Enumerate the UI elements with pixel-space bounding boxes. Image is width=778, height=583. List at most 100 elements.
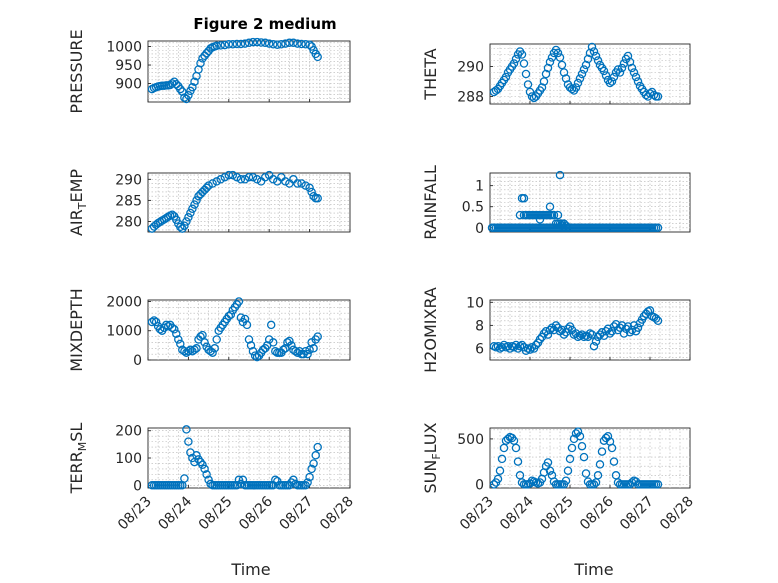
data-point xyxy=(309,459,318,468)
data-point xyxy=(303,349,312,359)
data-point xyxy=(591,51,601,61)
data-point xyxy=(557,60,567,70)
data-point xyxy=(252,175,262,184)
x-axis-label-right: Time xyxy=(573,560,613,579)
data-point xyxy=(216,41,225,50)
subplot-terr-msl: 0 100 200 08/23 08/24 08/25 08/26 08/27 08/28 TER… xyxy=(67,423,357,534)
y-tick-label: 1000 xyxy=(106,324,142,340)
data-point xyxy=(559,219,569,228)
data-point xyxy=(313,442,322,452)
data-point xyxy=(501,72,511,82)
x-tick-label: 08/28 xyxy=(657,494,697,534)
data-point xyxy=(309,344,318,353)
data-point xyxy=(281,177,290,186)
data-point xyxy=(234,475,244,485)
data-point xyxy=(268,175,278,184)
data-point xyxy=(190,77,199,86)
data-point xyxy=(182,217,191,226)
data-point xyxy=(615,68,625,77)
data-point xyxy=(224,311,234,321)
data-point xyxy=(565,454,575,464)
data-point xyxy=(577,69,587,79)
data-point xyxy=(151,317,161,327)
data-point xyxy=(555,53,565,62)
data-point xyxy=(180,474,189,483)
data-point xyxy=(561,221,571,230)
data-point xyxy=(509,343,519,352)
data-point xyxy=(503,341,513,351)
data-point xyxy=(167,210,177,219)
data-point xyxy=(228,40,238,49)
data-point xyxy=(613,478,623,487)
data-point xyxy=(268,338,278,347)
data-point xyxy=(603,431,613,441)
data-point xyxy=(293,39,302,48)
data-point xyxy=(531,340,541,350)
data-point xyxy=(545,57,555,67)
y-tick-label: 6 xyxy=(475,341,484,357)
data-point xyxy=(555,170,565,180)
data-point xyxy=(196,332,205,341)
data-point xyxy=(575,431,585,441)
subplot-sun-flux: 0 500 08/23 08/24 08/25 08/26 08/27 08/28 SUNFLU… xyxy=(421,422,697,533)
data-point xyxy=(192,344,201,353)
y-tick-label: 8 xyxy=(475,318,484,334)
data-point xyxy=(305,345,314,355)
data-point xyxy=(307,464,316,474)
data-point xyxy=(244,335,254,344)
data-point xyxy=(559,330,569,339)
data-point xyxy=(619,329,629,338)
data-point xyxy=(601,71,611,80)
data-point xyxy=(297,179,306,188)
data-point xyxy=(525,345,535,354)
data-point xyxy=(281,39,290,48)
data-point xyxy=(615,323,625,332)
data-point xyxy=(575,74,585,83)
data-point xyxy=(206,479,215,489)
y-tick-label: 280 xyxy=(115,214,142,230)
data-point xyxy=(607,443,617,453)
y-tick-label: 0 xyxy=(133,353,142,369)
data-point xyxy=(305,472,314,482)
subplot-pressure: 900 950 1000 PRESSURE xyxy=(67,29,351,114)
data-point xyxy=(619,59,629,68)
data-point xyxy=(551,321,561,330)
data-point xyxy=(313,194,322,203)
data-point xyxy=(180,346,189,356)
y-axis-label: TERRMSL xyxy=(67,423,89,495)
data-point xyxy=(523,80,533,89)
data-point xyxy=(244,172,254,182)
data-point xyxy=(212,177,221,186)
data-point xyxy=(579,452,589,462)
data-point xyxy=(645,306,655,315)
data-point xyxy=(543,330,553,339)
x-tick-label: 08/23 xyxy=(457,494,497,534)
data-point xyxy=(563,466,573,475)
data-point xyxy=(244,38,254,48)
data-point xyxy=(573,78,583,88)
data-point xyxy=(285,38,294,48)
data-point xyxy=(625,328,635,337)
data-point xyxy=(521,69,531,79)
data-point xyxy=(609,457,619,466)
data-point xyxy=(311,451,320,460)
y-tick-label: 0 xyxy=(475,477,484,493)
data-point xyxy=(649,90,659,100)
y-tick-label: 900 xyxy=(115,77,142,93)
data-point xyxy=(589,341,599,351)
data-point xyxy=(180,221,189,230)
data-point xyxy=(147,317,157,327)
data-point xyxy=(208,179,217,188)
y-tick-label: 950 xyxy=(115,58,142,74)
data-point xyxy=(631,72,641,82)
y-axis-label: SUNFLUX xyxy=(421,422,443,493)
y-tick-label: 100 xyxy=(115,451,142,467)
data-point xyxy=(589,47,599,56)
data-point xyxy=(192,451,201,460)
x-tick-label: 08/24 xyxy=(155,493,195,533)
y-tick-label: 0.5 xyxy=(462,200,484,216)
y-axis-label: RAINFALL xyxy=(421,165,440,240)
data-point xyxy=(617,63,627,73)
